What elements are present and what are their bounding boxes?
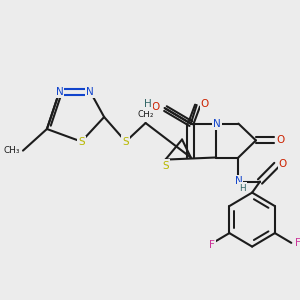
Text: N: N <box>86 86 94 97</box>
Text: O: O <box>201 99 209 109</box>
Text: CH₃: CH₃ <box>4 146 20 155</box>
Text: N: N <box>213 118 221 129</box>
Text: N: N <box>235 176 242 187</box>
Text: H: H <box>144 99 152 110</box>
Text: S: S <box>162 160 169 171</box>
Text: H: H <box>239 184 246 193</box>
Text: S: S <box>78 137 85 147</box>
Text: S: S <box>122 136 129 147</box>
Text: N: N <box>56 86 63 97</box>
Text: F: F <box>208 240 214 250</box>
Text: CH₂: CH₂ <box>137 110 154 119</box>
Text: O: O <box>151 101 159 112</box>
Text: O: O <box>279 159 287 170</box>
Text: O: O <box>276 135 285 146</box>
Text: F: F <box>295 238 300 248</box>
